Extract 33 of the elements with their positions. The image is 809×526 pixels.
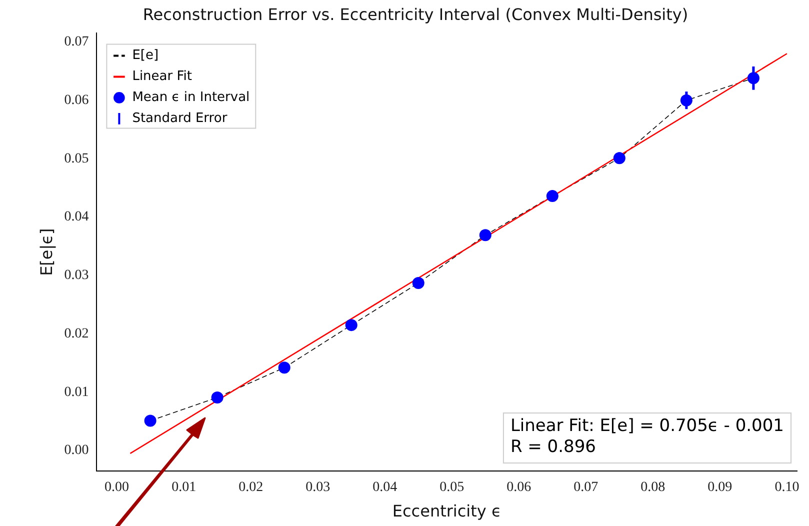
- point: [211, 391, 224, 404]
- x-tick-label: 0.05: [440, 480, 464, 496]
- annotation: R = 0.896: [510, 436, 596, 457]
- y-axis-title: E[e|ϵ]: [36, 228, 56, 276]
- x-tick-label: 0.10: [774, 480, 800, 496]
- legend-label: Linear Fit: [132, 69, 192, 84]
- point: [144, 414, 156, 427]
- y-tick-label: 0.07: [64, 34, 89, 50]
- y-tick-label: 0.01: [64, 384, 89, 400]
- y-tick-label: 0.02: [64, 326, 89, 342]
- x-tick-label: 0.04: [372, 480, 398, 496]
- legend-label: Mean ϵ in Interval: [132, 90, 250, 106]
- x-tick-label: 0.02: [238, 480, 264, 496]
- x-tick-label: 0.00: [104, 480, 130, 496]
- legend-label: E[e]: [132, 48, 159, 64]
- x-tick-label: 0.06: [506, 480, 532, 496]
- legend-label: Standard Error: [132, 111, 228, 126]
- x-tick-label: 0.07: [574, 480, 598, 496]
- chart-title: Reconstruction Error vs. Eccentricity Interval (Convex Multi-Density): [142, 4, 688, 24]
- point: [278, 362, 290, 374]
- x-axis-title: Eccentricity ϵ: [392, 502, 502, 521]
- point: [345, 319, 358, 332]
- y-tick-label: 0.04: [64, 210, 89, 225]
- y-tick-label: 0.05: [64, 151, 89, 166]
- annotation: Linear Fit: E[e] = 0.705ϵ - 0.001: [510, 416, 784, 436]
- x-tick-label: 0.09: [708, 480, 732, 496]
- x-tick-label: 0.01: [172, 480, 196, 496]
- x-tick-label: 0.03: [306, 480, 330, 496]
- point: [412, 277, 424, 290]
- y-tick-label: 0.00: [64, 443, 89, 458]
- x-tick-label: 0.08: [640, 480, 666, 496]
- y-tick-label: 0.06: [64, 93, 89, 108]
- y-tick-label: 0.03: [64, 268, 89, 284]
